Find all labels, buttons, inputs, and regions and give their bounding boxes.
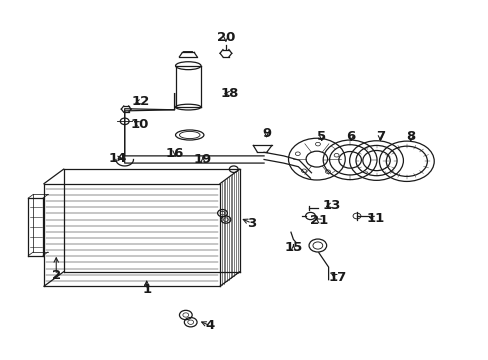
Text: 1: 1 [142, 283, 151, 296]
Text: 3: 3 [247, 217, 256, 230]
Text: 12: 12 [131, 95, 150, 108]
Text: 6: 6 [346, 130, 355, 143]
Text: 21: 21 [309, 214, 327, 227]
Text: 11: 11 [366, 212, 384, 225]
Text: 15: 15 [284, 241, 302, 254]
Text: 17: 17 [327, 271, 346, 284]
Text: 16: 16 [165, 147, 184, 160]
Text: 13: 13 [322, 199, 340, 212]
Text: 18: 18 [220, 87, 239, 100]
Text: 10: 10 [130, 118, 148, 131]
Text: 5: 5 [317, 130, 325, 143]
Text: 14: 14 [108, 152, 126, 165]
Text: 19: 19 [193, 153, 212, 166]
Text: 7: 7 [375, 130, 384, 143]
Text: 9: 9 [262, 127, 270, 140]
Text: 20: 20 [216, 31, 235, 44]
Text: 8: 8 [406, 130, 414, 143]
Text: 4: 4 [205, 319, 214, 332]
Text: 2: 2 [52, 269, 61, 282]
